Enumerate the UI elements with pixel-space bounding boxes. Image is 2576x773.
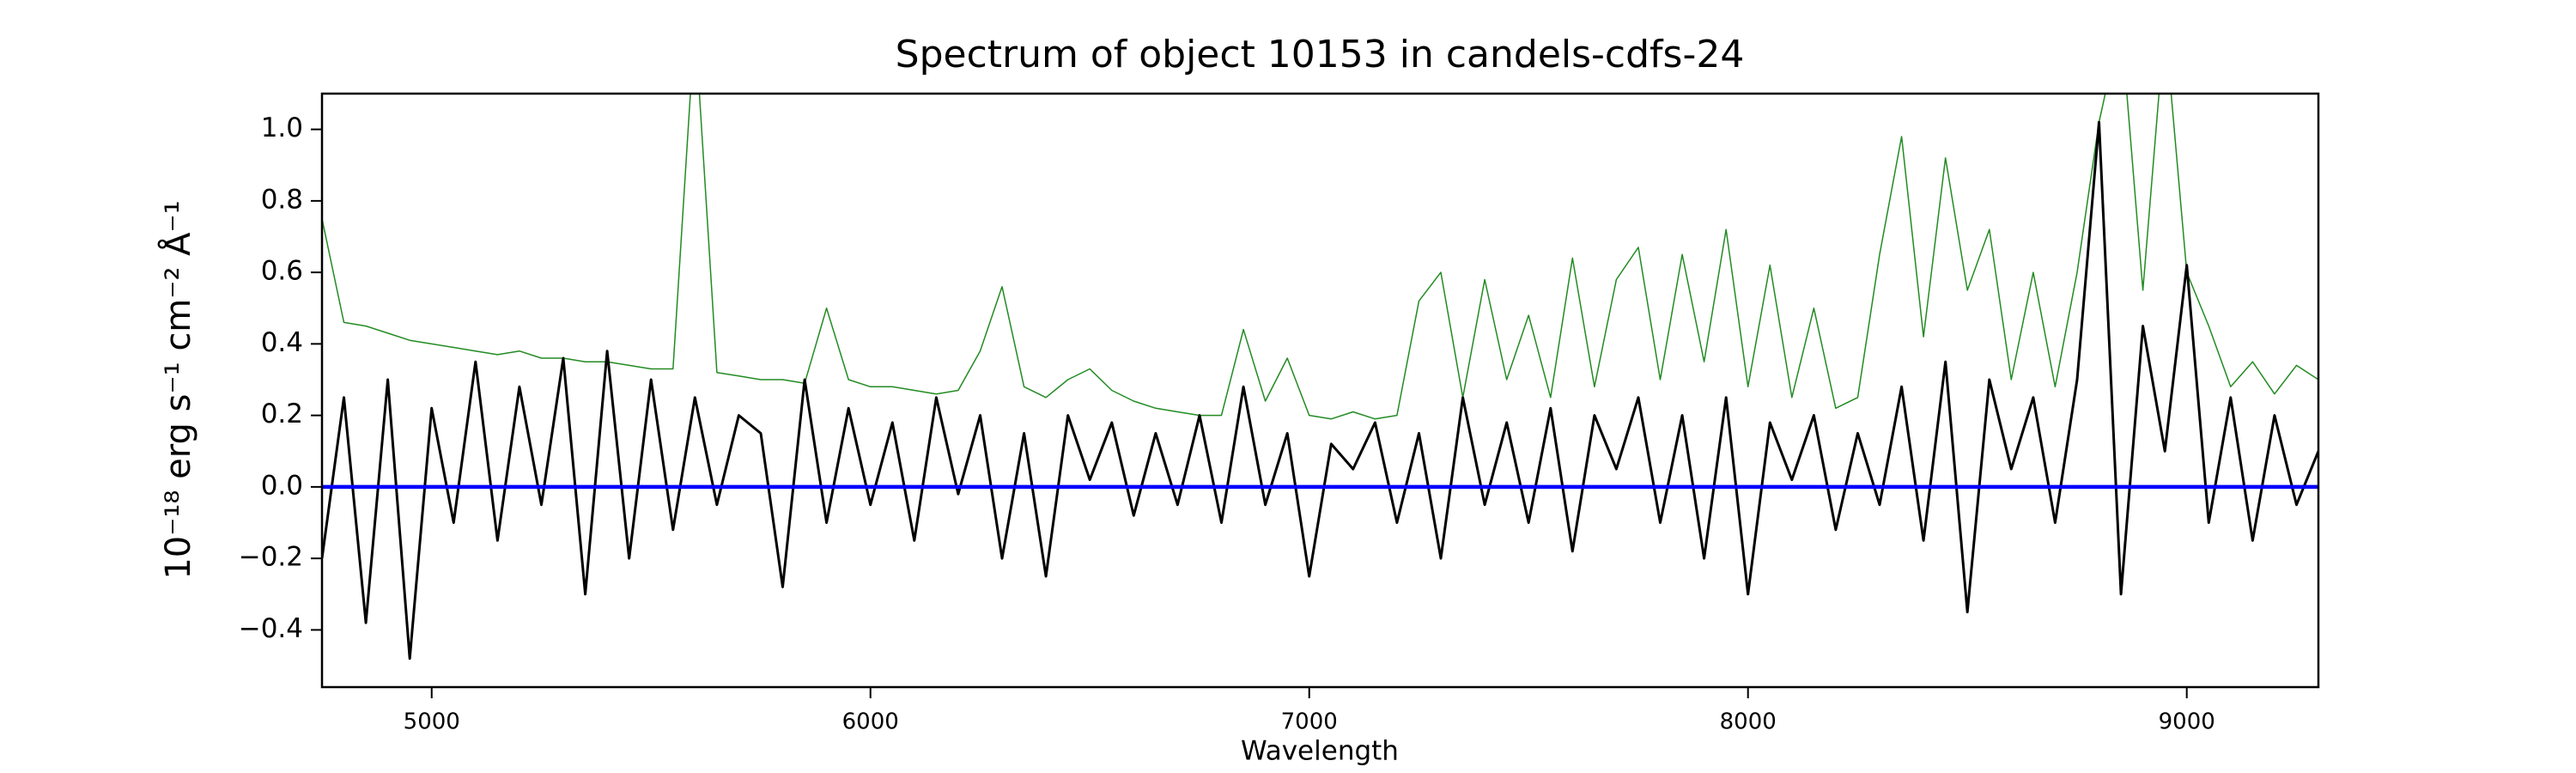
y-tick-label: 0.8	[261, 184, 303, 215]
y-tick-label: 1.0	[261, 113, 303, 143]
x-tick-label: 5000	[404, 709, 460, 735]
spectrum-line	[322, 94, 2318, 420]
y-tick-label: 0.2	[261, 399, 303, 429]
y-tick-label: −0.2	[239, 542, 303, 573]
x-tick-label: 6000	[842, 709, 899, 735]
chart-title: Spectrum of object 10153 in candels-cdfs…	[896, 33, 1745, 76]
x-tick-label: 9000	[2159, 709, 2215, 735]
y-tick-label: 0.0	[261, 470, 303, 501]
y-tick-label: −0.4	[239, 613, 303, 644]
y-tick-label: 0.4	[261, 327, 303, 358]
x-axis-label: Wavelength	[1241, 736, 1399, 767]
y-tick-label: 0.6	[261, 256, 303, 287]
x-tick-label: 8000	[1720, 709, 1777, 735]
axes-frame	[320, 92, 2320, 689]
plot-area	[322, 94, 2318, 660]
spectrum-line	[322, 120, 2318, 660]
y-axis-label: 10⁻¹⁸ erg s⁻¹ cm⁻² Å⁻¹	[157, 200, 198, 579]
x-tick-label: 7000	[1281, 709, 1338, 735]
